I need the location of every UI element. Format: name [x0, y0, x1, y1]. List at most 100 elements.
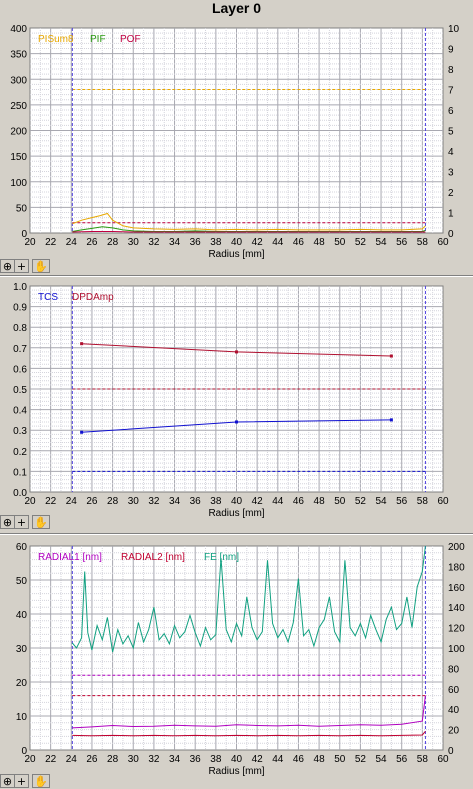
x-tick-label: 48	[314, 496, 326, 507]
legend-radial2-nm: RADIAL2 [nm]	[121, 552, 185, 563]
pan-hand-icon[interactable]: ✋	[32, 259, 50, 273]
y-tick-label: 50	[16, 576, 28, 587]
x-tick-label: 60	[437, 754, 449, 765]
panel-divider	[0, 275, 473, 277]
x-tick-label: 58	[417, 496, 429, 507]
y-tick-label: 10	[16, 712, 28, 723]
y2-tick-label: 6	[448, 106, 454, 117]
x-tick-label: 50	[334, 754, 346, 765]
y-tick-label: 30	[16, 644, 28, 655]
chart-panel-1: 20 22 24 26 28 30 32 34 36 38 40 42 44 46 48 50 52 54 56 58…	[0, 18, 473, 274]
y-tick-label: 0.3	[13, 426, 27, 437]
y-tick-label: 0.7	[13, 344, 27, 355]
x-tick-label: 30	[128, 754, 140, 765]
y2-tick-label: 2	[448, 188, 454, 199]
x-tick-label: 44	[272, 754, 284, 765]
series-line-radial1-nm	[72, 695, 426, 729]
chart-panel-2: 20 22 24 26 28 30 32 34 36 38 40 42 44 46 48 50 52 54 56 58…	[0, 278, 473, 531]
pan-hand-icon[interactable]: ✋	[32, 774, 50, 788]
chart-panel-3: 20 22 24 26 28 30 32 34 36 38 40 42 44 46 48 50 52 54 56 58…	[0, 536, 473, 789]
y-tick-label: 100	[10, 178, 27, 189]
y-tick-label: 250	[10, 101, 27, 112]
y-tick-label: 150	[10, 152, 27, 163]
y2-tick-label: 0	[448, 746, 454, 757]
x-tick-label: 44	[272, 237, 284, 248]
series-line-fe-nm	[71, 545, 426, 653]
x-tick-label: 36	[190, 496, 202, 507]
x-tick-label: 20	[24, 496, 36, 507]
series-line-radial2-nm	[72, 730, 426, 737]
y-tick-label: 300	[10, 75, 27, 86]
legend-tcs: TCS	[38, 292, 58, 303]
y-tick-label: 0.4	[13, 406, 27, 417]
x-tick-label: 46	[293, 237, 305, 248]
y-tick-label: 200	[10, 127, 27, 138]
y2-tick-label: 100	[448, 644, 465, 655]
x-axis-label: Radius [mm]	[208, 766, 264, 777]
x-tick-label: 40	[231, 754, 243, 765]
chart-2[interactable]: 20 22 24 26 28 30 32 34 36 38 40 42 44 46 48 50 52 54 56 58…	[0, 278, 473, 531]
y2-tick-label: 0	[448, 229, 454, 240]
x-tick-label: 24	[66, 754, 78, 765]
y-tick-label: 0.2	[13, 447, 27, 458]
x-tick-label: 24	[66, 496, 78, 507]
x-tick-label: 22	[45, 754, 57, 765]
x-tick-label: 56	[396, 754, 408, 765]
x-tick-label: 36	[190, 237, 202, 248]
chart-3[interactable]: 20 22 24 26 28 30 32 34 36 38 40 42 44 46 48 50 52 54 56 58…	[0, 536, 473, 789]
crosshair-icon[interactable]: +	[14, 774, 29, 788]
x-tick-label: 34	[169, 496, 181, 507]
x-tick-label: 20	[24, 237, 36, 248]
y2-tick-label: 200	[448, 542, 465, 553]
y2-tick-label: 1	[448, 209, 454, 220]
crosshair-icon[interactable]: +	[14, 259, 29, 273]
x-tick-label: 56	[396, 496, 408, 507]
y-tick-label: 20	[16, 678, 28, 689]
x-tick-label: 38	[210, 754, 222, 765]
y2-tick-label: 8	[448, 65, 454, 76]
x-tick-label: 26	[86, 754, 98, 765]
x-tick-label: 54	[375, 237, 387, 248]
x-tick-label: 42	[252, 237, 264, 248]
x-tick-label: 54	[375, 754, 387, 765]
x-tick-label: 20	[24, 754, 36, 765]
x-axis-label: Radius [mm]	[208, 508, 264, 519]
chart-1[interactable]: 20 22 24 26 28 30 32 34 36 38 40 42 44 46 48 50 52 54 56 58…	[0, 18, 473, 274]
x-tick-label: 32	[148, 496, 160, 507]
x-tick-label: 50	[334, 496, 346, 507]
data-point	[235, 420, 238, 424]
x-tick-label: 40	[231, 237, 243, 248]
x-tick-label: 34	[169, 754, 181, 765]
x-tick-label: 38	[210, 496, 222, 507]
page-title: Layer 0	[211, 0, 262, 16]
zoom-icon[interactable]: ⊕	[0, 515, 15, 529]
x-tick-label: 58	[417, 754, 429, 765]
x-tick-label: 52	[355, 237, 367, 248]
panel-divider	[0, 533, 473, 535]
pan-hand-icon[interactable]: ✋	[32, 515, 50, 529]
x-tick-label: 46	[293, 754, 305, 765]
y2-tick-label: 120	[448, 624, 465, 635]
y2-tick-label: 140	[448, 603, 465, 614]
y-tick-label: 350	[10, 50, 27, 61]
x-tick-label: 30	[128, 237, 140, 248]
legend-radial1-nm: RADIAL1 [nm]	[38, 552, 102, 563]
y-tick-label: 0.5	[13, 385, 27, 396]
legend-fe-nm: FE [nm]	[204, 552, 239, 563]
y2-tick-label: 60	[448, 685, 460, 696]
x-tick-label: 22	[45, 496, 57, 507]
zoom-icon[interactable]: ⊕	[0, 774, 15, 788]
y2-tick-label: 4	[448, 147, 454, 158]
y-tick-label: 40	[16, 610, 28, 621]
y-tick-label: 60	[16, 542, 28, 553]
series-line-pof	[72, 231, 426, 233]
x-tick-label: 48	[314, 754, 326, 765]
x-tick-label: 36	[190, 754, 202, 765]
x-tick-label: 54	[375, 496, 387, 507]
x-tick-label: 40	[231, 496, 243, 507]
x-tick-label: 60	[437, 496, 449, 507]
crosshair-icon[interactable]: +	[14, 515, 29, 529]
zoom-icon[interactable]: ⊕	[0, 259, 15, 273]
x-tick-label: 52	[355, 754, 367, 765]
x-tick-label: 50	[334, 237, 346, 248]
